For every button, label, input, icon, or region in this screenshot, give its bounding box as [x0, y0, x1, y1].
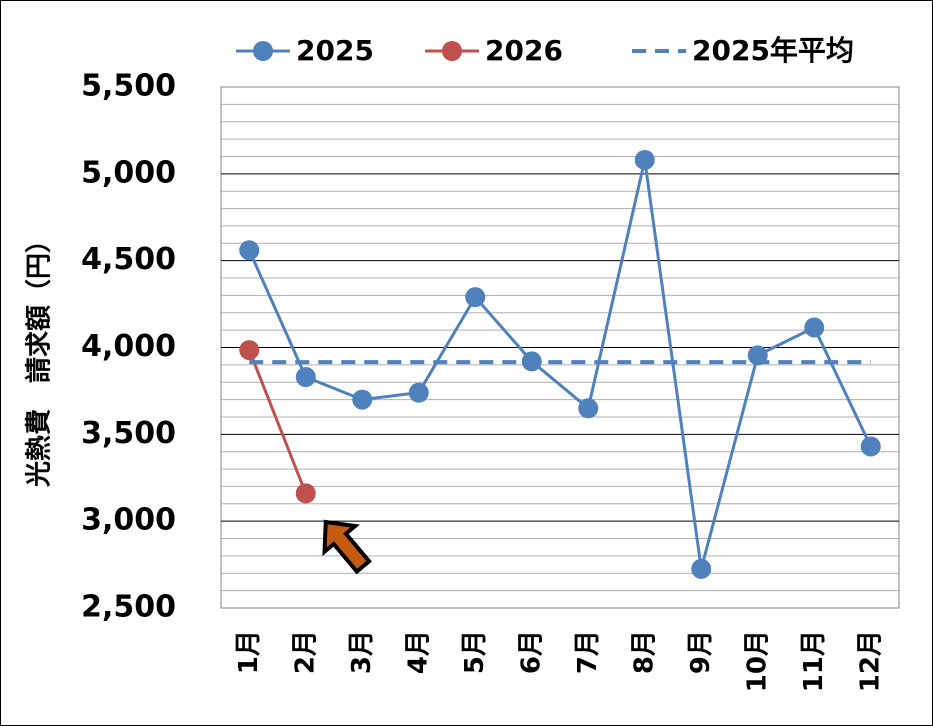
x-tick-label: 3月: [347, 630, 377, 674]
arrow-annotation: [322, 519, 372, 575]
legend-label: 2025: [296, 34, 374, 67]
x-tick-label: 5月: [460, 630, 490, 674]
legend-marker: [253, 41, 273, 61]
series-line: [247, 159, 873, 570]
y-tick-label: 4,000: [81, 329, 176, 364]
data-point: [804, 317, 825, 338]
x-tick-label: 4月: [403, 630, 433, 674]
data-point: [295, 483, 316, 504]
data-point: [408, 382, 429, 403]
data-point: [465, 287, 486, 308]
data-point: [295, 367, 316, 388]
data-point: [860, 436, 881, 457]
x-tick-label: 10月: [742, 630, 772, 692]
legend-marker: [442, 41, 462, 61]
x-tick-label: 8月: [629, 630, 659, 674]
legend-label: 2025年平均: [692, 34, 854, 67]
data-point: [691, 558, 712, 579]
x-tick-label: 6月: [516, 630, 546, 674]
x-tick-label: 1月: [234, 630, 264, 674]
legend-label: 2026: [485, 34, 563, 67]
series-line: [247, 349, 308, 494]
x-tick-label: 11月: [799, 630, 829, 692]
y-tick-label: 3,000: [81, 503, 176, 538]
x-tick-label: 2月: [290, 630, 320, 674]
data-point: [578, 398, 599, 419]
x-tick-label: 7月: [573, 630, 603, 674]
y-tick-label: 4,500: [81, 242, 176, 277]
y-tick-label: 3,500: [81, 416, 176, 451]
data-point: [352, 389, 373, 410]
x-tick-label: 9月: [686, 630, 716, 674]
y-axis-label: 光熱費 請求額（円）: [24, 227, 55, 488]
data-point: [239, 340, 260, 361]
x-tick-label: 12月: [855, 630, 885, 692]
y-tick-label: 5,500: [81, 69, 176, 104]
y-tick-label: 2,500: [81, 590, 176, 625]
data-point: [634, 149, 655, 170]
data-point: [239, 240, 260, 261]
y-tick-label: 5,000: [81, 155, 176, 190]
